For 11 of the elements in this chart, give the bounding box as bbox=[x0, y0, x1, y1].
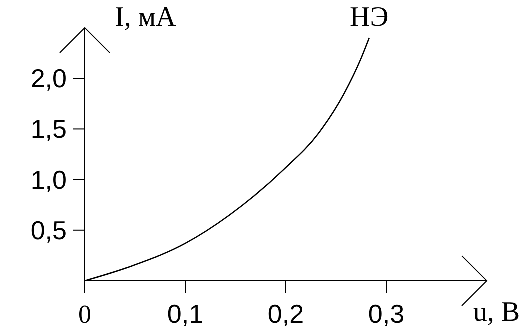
x-tick-label: 0,1 bbox=[167, 299, 204, 329]
x-tick-label: 0 bbox=[78, 300, 92, 329]
y-tick-label: 1,5 bbox=[30, 114, 67, 144]
y-axis-title: I, мА bbox=[115, 2, 178, 33]
x-tick-label: 0,2 bbox=[268, 299, 304, 329]
x-axis-title: u, В bbox=[473, 297, 520, 328]
x-tick-label: 0,3 bbox=[368, 299, 405, 329]
y-tick-label: 1,0 bbox=[30, 164, 67, 195]
y-tick-label: 2,0 bbox=[30, 64, 67, 94]
y-tick-label: 0,5 bbox=[30, 215, 67, 246]
series-label: НЭ bbox=[350, 2, 389, 34]
